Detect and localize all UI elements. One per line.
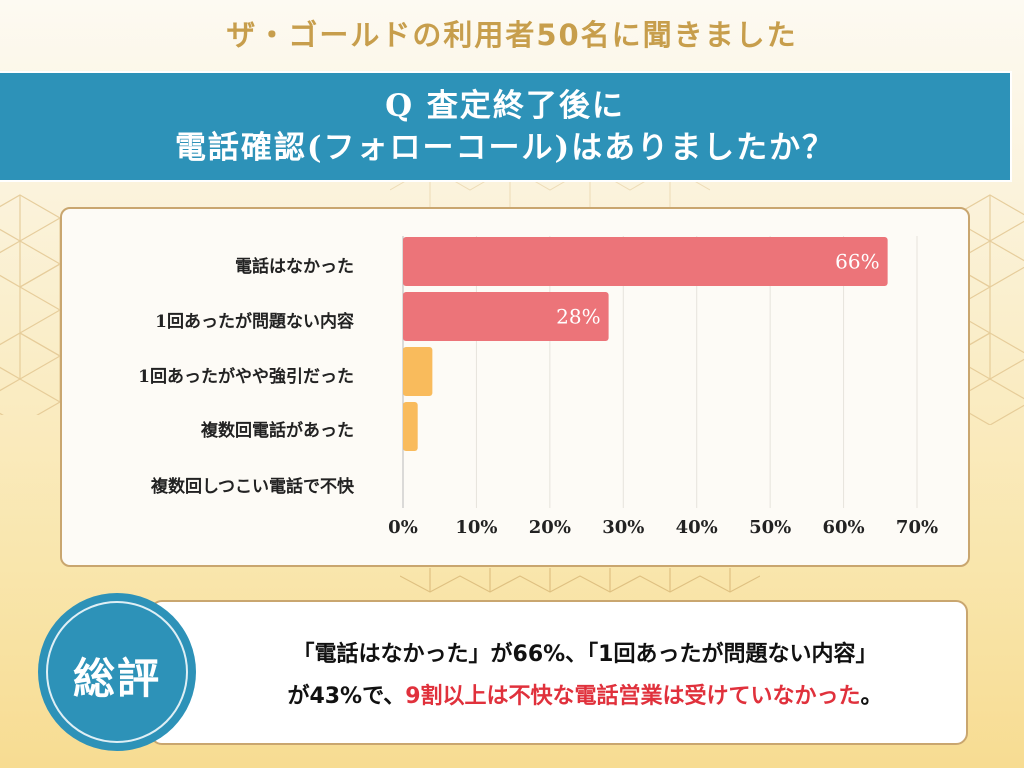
question-banner: Q 査定終了後に 電話確認(フォローコール)はありましたか？ xyxy=(0,71,1012,182)
category-label: 1回あったが問題ない内容 xyxy=(155,312,354,332)
x-tick-label: 70% xyxy=(895,517,939,538)
data-label: 28% xyxy=(556,305,600,329)
summary-line-1: 「電話はなかった」が66%、「1回あったが問題ない内容」 xyxy=(292,642,878,667)
summary-line-2-prefix: が43%で、 xyxy=(287,684,406,709)
category-label: 複数回電話があった xyxy=(201,421,354,441)
x-tick-label: 60% xyxy=(822,517,865,538)
badge-label: 総評 xyxy=(72,654,161,703)
category-label: 複数回しつこい電話で不快 xyxy=(151,477,354,497)
x-tick-label: 30% xyxy=(602,517,645,538)
x-tick-label: 40% xyxy=(675,517,718,538)
header-title: ザ・ゴールドの利用者50名に聞きました xyxy=(226,18,798,52)
summary-line-2-suffix: 。 xyxy=(860,684,883,709)
x-tick-label: 10% xyxy=(455,517,498,538)
question-line-1: Q 査定終了後に xyxy=(385,88,625,124)
bar xyxy=(403,347,433,396)
question-line-2: 電話確認(フォローコール)はありましたか？ xyxy=(174,130,836,166)
summary-card xyxy=(150,600,968,745)
x-tick-label: 20% xyxy=(528,517,571,538)
badge-ring xyxy=(46,601,188,743)
bar xyxy=(403,402,418,451)
bar xyxy=(403,292,609,341)
category-label: 1回あったがやや強引だった xyxy=(138,367,354,387)
x-tick-label: 0% xyxy=(388,517,418,538)
x-tick-label: 50% xyxy=(749,517,792,538)
bar xyxy=(403,237,888,286)
data-label: 66% xyxy=(835,250,879,274)
summary-badge: 総評 xyxy=(38,593,196,751)
category-label: 電話はなかった xyxy=(235,257,354,277)
summary-highlight: 9割以上は不快な電話営業は受けていなかった xyxy=(405,684,861,709)
summary-line-2: が43%で、9割以上は不快な電話営業は受けていなかった。 xyxy=(205,678,965,710)
